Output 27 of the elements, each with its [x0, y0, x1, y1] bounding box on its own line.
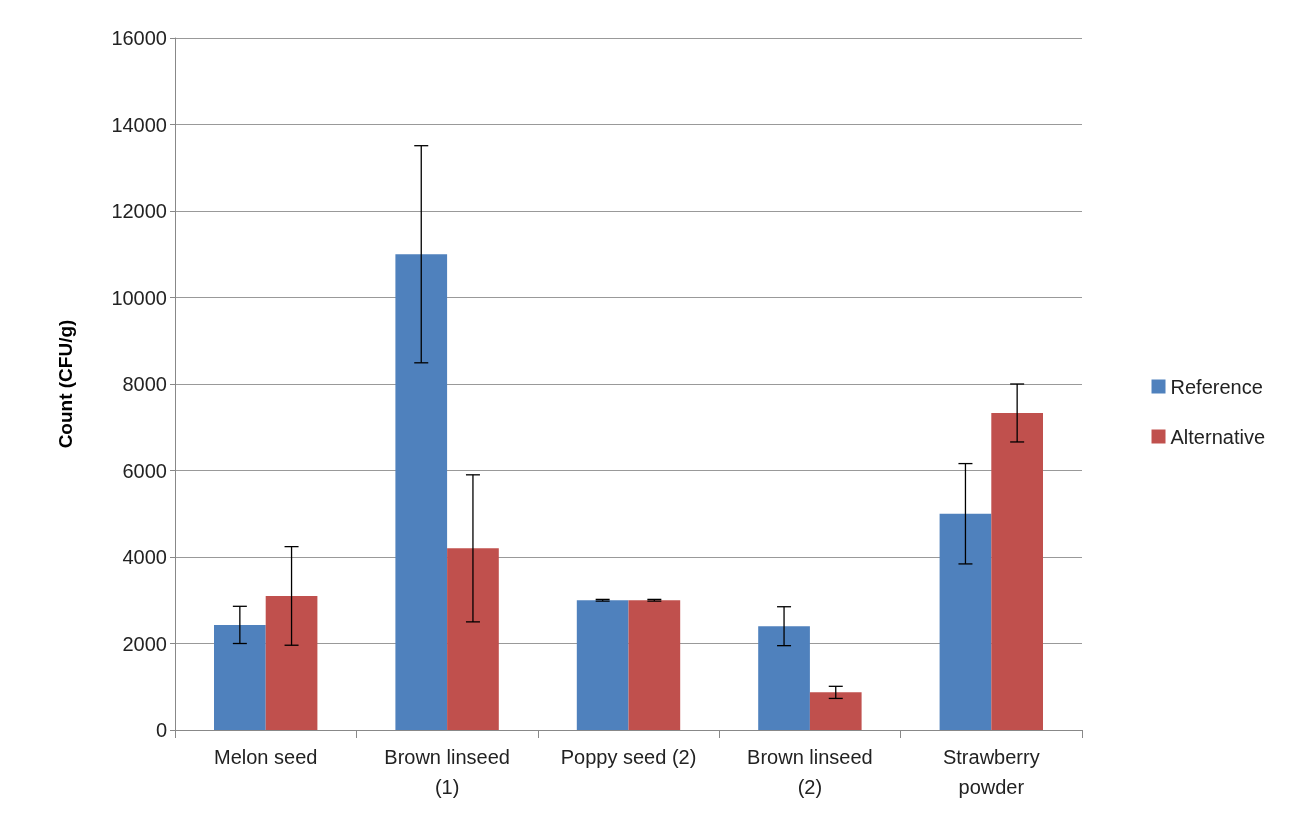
y-tick-label: 2000	[122, 632, 167, 655]
x-tick-label: Brown linseed (2)	[747, 746, 873, 798]
x-tick-label: Poppy seed (2)	[560, 746, 697, 768]
bar	[809, 692, 862, 730]
x-tick-label: Brown linseed (1)	[384, 746, 510, 798]
bar	[991, 412, 1043, 730]
legend-label: Reference	[1170, 375, 1263, 398]
legend-label: Alternative	[1170, 425, 1266, 448]
bar	[214, 624, 266, 730]
x-tick-label: Strawberry powder	[942, 746, 1040, 798]
y-tick-label: 6000	[122, 459, 167, 482]
bar	[395, 254, 448, 730]
y-tick-label: 10000	[111, 286, 167, 309]
bar	[576, 600, 629, 730]
bar	[939, 513, 992, 730]
y-tick-label: 12000	[111, 200, 167, 222]
bar	[758, 626, 810, 730]
bar	[447, 548, 499, 730]
y-tick-label: 16000	[111, 27, 167, 49]
bar	[628, 600, 681, 730]
y-tick-label: 8000	[122, 373, 167, 395]
x-tick-label: Melon seed	[214, 746, 318, 768]
y-tick-label: 14000	[111, 113, 167, 136]
bar	[265, 595, 318, 730]
y-tick-label: 0	[155, 719, 167, 741]
y-tick-label: 4000	[122, 546, 167, 568]
y-axis-title: Count (CFU/g)	[55, 319, 76, 449]
